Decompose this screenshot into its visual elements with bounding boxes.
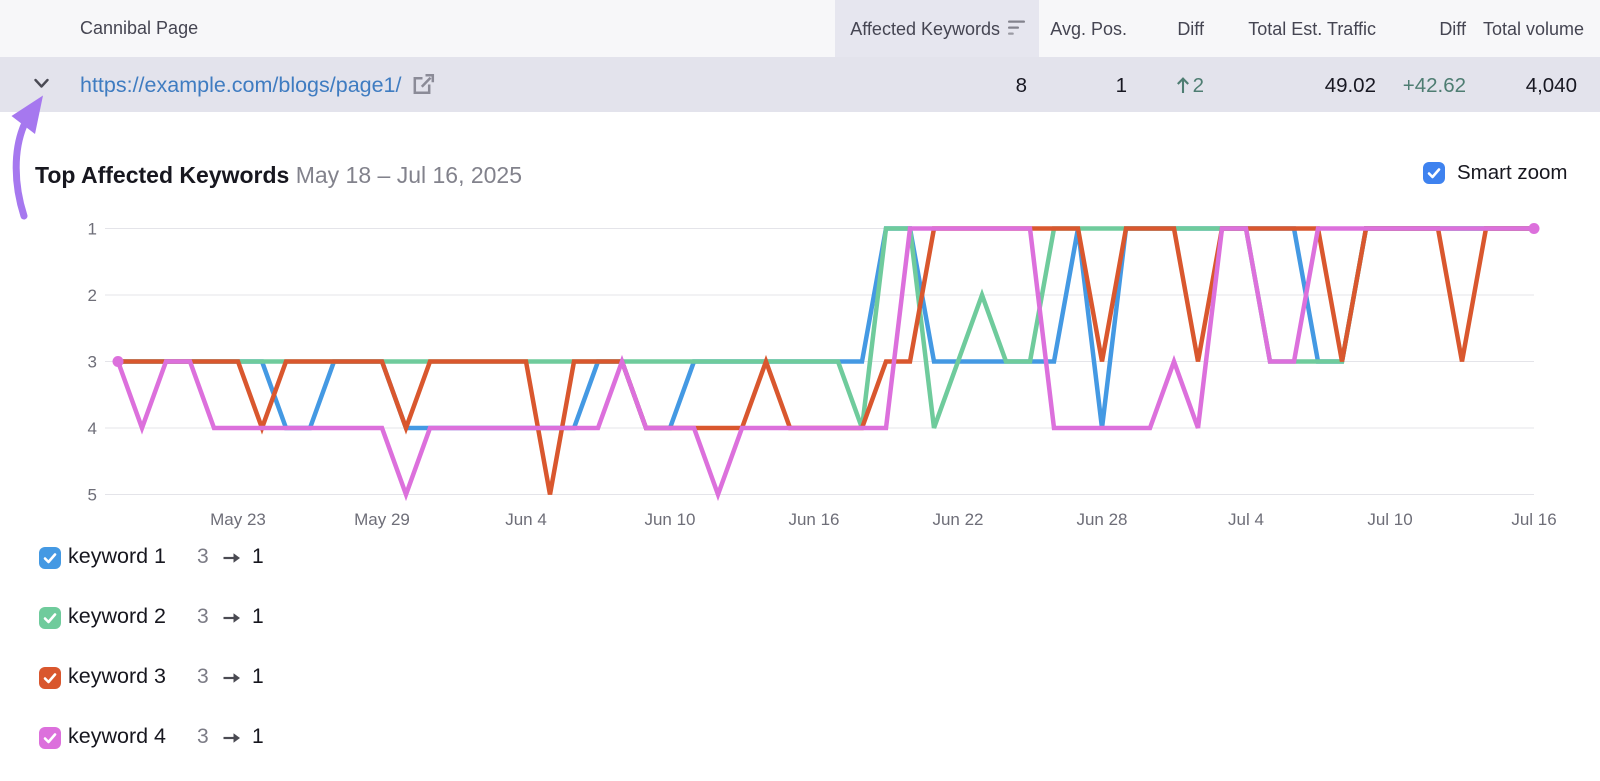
- svg-text:May 23: May 23: [210, 510, 266, 529]
- svg-text:Jun 4: Jun 4: [505, 510, 547, 529]
- svg-text:Jul 10: Jul 10: [1367, 510, 1412, 529]
- svg-text:Jun 10: Jun 10: [644, 510, 695, 529]
- svg-text:4: 4: [88, 419, 97, 438]
- svg-text:May 29: May 29: [354, 510, 410, 529]
- svg-text:Jun 28: Jun 28: [1076, 510, 1127, 529]
- svg-text:1: 1: [88, 220, 97, 239]
- svg-text:3: 3: [88, 353, 97, 372]
- svg-text:Jun 22: Jun 22: [932, 510, 983, 529]
- svg-text:2: 2: [88, 286, 97, 305]
- svg-text:Jun 16: Jun 16: [788, 510, 839, 529]
- svg-text:5: 5: [88, 486, 97, 505]
- svg-text:Jul 16: Jul 16: [1511, 510, 1556, 529]
- svg-text:Jul 4: Jul 4: [1228, 510, 1264, 529]
